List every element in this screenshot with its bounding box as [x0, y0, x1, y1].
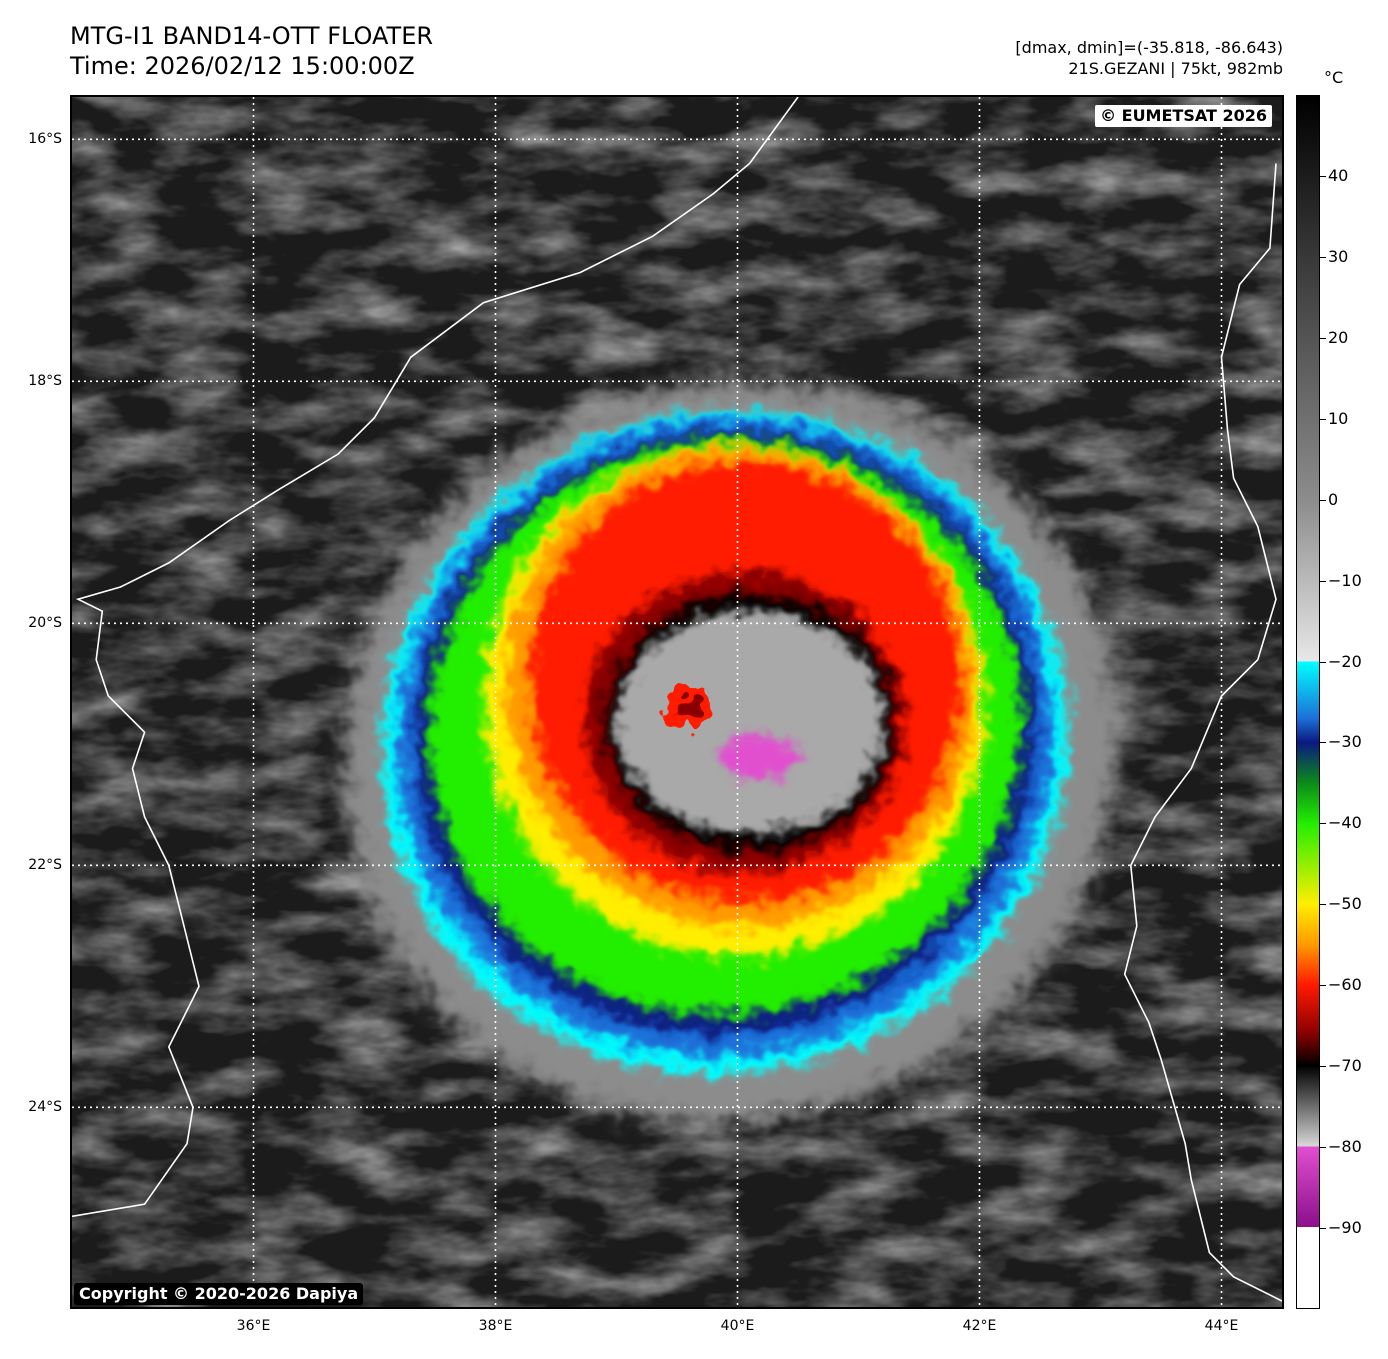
lon-label: 36°E [236, 1318, 271, 1334]
cold-overshoot-gray [615, 610, 886, 834]
colorbar-tick [1320, 256, 1326, 258]
satellite-imagery [72, 97, 1282, 1307]
colorbar-tick [1320, 742, 1326, 744]
colorbar-tick-label: 40 [1328, 165, 1349, 185]
eye [674, 696, 707, 718]
storm-info: 21S.GEZANI | 75kt, 982mb [1068, 59, 1283, 78]
colorbar-tick-label: 20 [1328, 327, 1349, 347]
colorbar-tick [1320, 337, 1326, 339]
dapiya-copyright: Copyright © 2020-2026 Dapiya [74, 1283, 364, 1305]
colorbar-tick-label: −60 [1328, 975, 1362, 995]
colorbar-tick [1320, 418, 1326, 420]
colorbar-tick-label: −80 [1328, 1137, 1362, 1157]
colorbar-tick-label: −20 [1328, 651, 1362, 671]
lat-label: 18°S [28, 373, 62, 390]
colorbar-tick-label: −30 [1328, 732, 1362, 752]
eumetsat-copyright: © EUMETSAT 2026 [1095, 105, 1272, 127]
colorbar-tick-label: 30 [1328, 246, 1349, 266]
lon-label: 40°E [720, 1318, 755, 1334]
colorbar-tick-label: −10 [1328, 570, 1362, 590]
colorbar-tick [1320, 823, 1326, 825]
chart-time: Time: 2026/02/12 15:00:00Z [70, 52, 415, 80]
satellite-map: © EUMETSAT 2026 Copyright © 2020-2026 Da… [70, 95, 1284, 1309]
colorbar-tick [1320, 985, 1326, 987]
colorbar-tick [1320, 904, 1326, 906]
lat-label: 16°S [28, 131, 62, 148]
lat-label: 22°S [28, 857, 62, 874]
colorbar-tick [1320, 1147, 1326, 1149]
colorbar-tick-label: −50 [1328, 894, 1362, 914]
temp-range-info: [dmax, dmin]=(-35.818, -86.643) [1015, 38, 1283, 57]
lon-label: 44°E [1204, 1318, 1239, 1334]
colorbar-tick [1320, 499, 1326, 501]
colorbar-tick [1320, 1066, 1326, 1068]
colorbar-tick-label: 10 [1328, 408, 1349, 428]
colorbar-tick [1320, 661, 1326, 663]
colorbar-tick [1320, 1228, 1326, 1230]
colorbar-tick-label: −40 [1328, 813, 1362, 833]
coldest-cloud-tops [720, 735, 801, 779]
colorbar-tick [1320, 175, 1326, 177]
colorbar-tick-label: 0 [1328, 489, 1339, 509]
colorbar-tick-label: −90 [1328, 1218, 1362, 1238]
mozambique-coastline [72, 97, 799, 1218]
lat-label: 20°S [28, 615, 62, 632]
chart-title: MTG-I1 BAND14-OTT FLOATER [70, 22, 434, 50]
lat-label: 24°S [28, 1099, 62, 1116]
lon-label: 42°E [962, 1318, 997, 1334]
madagascar-coastline [1123, 163, 1282, 1302]
temperature-colorbar [1296, 95, 1320, 1309]
colorbar-tick [1320, 580, 1326, 582]
colorbar-unit: °C [1324, 68, 1344, 87]
lon-label: 38°E [478, 1318, 513, 1334]
colorbar-tick-label: −70 [1328, 1056, 1362, 1076]
